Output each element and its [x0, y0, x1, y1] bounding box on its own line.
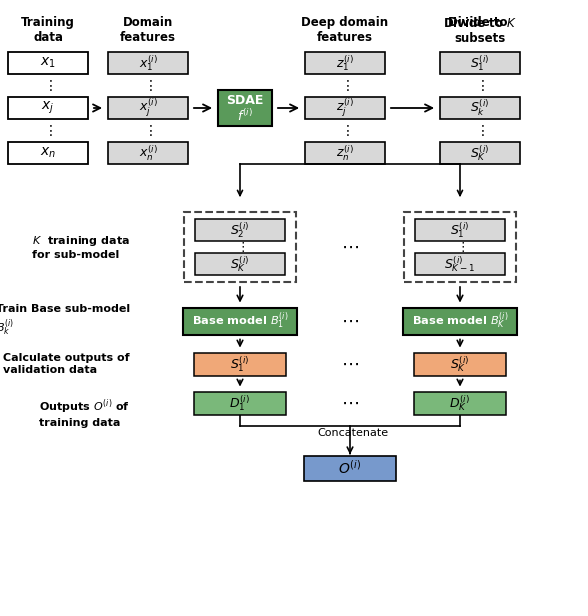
FancyBboxPatch shape: [8, 97, 88, 119]
Text: $S_k^{(i)}$: $S_k^{(i)}$: [470, 98, 490, 118]
Text: Divide to: Divide to: [448, 16, 512, 29]
Text: $\vdots$: $\vdots$: [143, 78, 153, 93]
Text: SDAE: SDAE: [226, 94, 263, 107]
Text: $x_1$: $x_1$: [40, 56, 56, 70]
FancyBboxPatch shape: [108, 97, 188, 119]
FancyBboxPatch shape: [440, 97, 520, 119]
Text: Domain
features: Domain features: [120, 16, 176, 44]
Text: Concatenate: Concatenate: [318, 428, 389, 438]
FancyBboxPatch shape: [108, 142, 188, 164]
Text: Base model $B_K^{(i)}$: Base model $B_K^{(i)}$: [412, 310, 508, 331]
FancyBboxPatch shape: [305, 97, 385, 119]
Text: $\vdots$: $\vdots$: [340, 78, 350, 93]
Text: $\vdots$: $\vdots$: [43, 78, 53, 93]
Text: $S_1^{(i)}$: $S_1^{(i)}$: [470, 53, 490, 73]
Text: $D_1^{(i)}$: $D_1^{(i)}$: [229, 393, 250, 413]
FancyBboxPatch shape: [414, 352, 506, 376]
FancyBboxPatch shape: [403, 307, 517, 334]
FancyBboxPatch shape: [440, 142, 520, 164]
Text: $D_K^{(i)}$: $D_K^{(i)}$: [449, 393, 470, 413]
Text: $x_j$: $x_j$: [41, 100, 55, 116]
Text: $\cdots$: $\cdots$: [341, 394, 359, 412]
FancyBboxPatch shape: [305, 52, 385, 74]
Text: $S_K^{(i)}$: $S_K^{(i)}$: [450, 354, 470, 374]
Text: Deep domain
features: Deep domain features: [302, 16, 389, 44]
FancyBboxPatch shape: [218, 90, 272, 126]
Text: Divide to $\mathit{K}$
subsets: Divide to $\mathit{K}$ subsets: [443, 16, 517, 45]
Text: $z_1^{(i)}$: $z_1^{(i)}$: [336, 53, 354, 73]
FancyBboxPatch shape: [440, 52, 520, 74]
Text: $z_n^{(i)}$: $z_n^{(i)}$: [336, 144, 354, 163]
Text: $\cdots$: $\cdots$: [341, 355, 359, 373]
FancyBboxPatch shape: [305, 142, 385, 164]
Text: Outputs $O^{(i)}$ of
training data: Outputs $O^{(i)}$ of training data: [39, 398, 130, 428]
Text: $\vdots$: $\vdots$: [236, 240, 245, 254]
Text: $x_1^{(i)}$: $x_1^{(i)}$: [139, 53, 158, 73]
FancyBboxPatch shape: [194, 392, 286, 415]
Text: $\cdots$: $\cdots$: [341, 312, 359, 330]
Text: $S_K^{(i)}$: $S_K^{(i)}$: [230, 254, 250, 274]
Text: $O^{(i)}$: $O^{(i)}$: [338, 459, 362, 477]
Text: $z_j^{(i)}$: $z_j^{(i)}$: [336, 97, 354, 119]
Text: $x_j^{(i)}$: $x_j^{(i)}$: [139, 97, 158, 119]
Text: $x_n^{(i)}$: $x_n^{(i)}$: [139, 144, 158, 163]
FancyBboxPatch shape: [184, 212, 296, 282]
Text: $S_2^{(i)}$: $S_2^{(i)}$: [230, 220, 250, 240]
FancyBboxPatch shape: [415, 219, 505, 241]
Text: $\vdots$: $\vdots$: [475, 78, 485, 93]
FancyBboxPatch shape: [108, 52, 188, 74]
Text: $\vdots$: $\vdots$: [143, 123, 153, 138]
Text: $x_n$: $x_n$: [40, 146, 56, 160]
Text: $\vdots$: $\vdots$: [475, 123, 485, 138]
Text: $\vdots$: $\vdots$: [43, 123, 53, 138]
Text: $\cdots$: $\cdots$: [341, 238, 359, 256]
Text: $K$  training data
for sub-model: $K$ training data for sub-model: [32, 234, 130, 260]
Text: $S_{K-1}^{(i)}$: $S_{K-1}^{(i)}$: [445, 254, 476, 274]
FancyBboxPatch shape: [183, 307, 297, 334]
FancyBboxPatch shape: [194, 352, 286, 376]
FancyBboxPatch shape: [415, 253, 505, 275]
Text: $S_1^{(i)}$: $S_1^{(i)}$: [230, 354, 250, 374]
FancyBboxPatch shape: [8, 52, 88, 74]
FancyBboxPatch shape: [8, 142, 88, 164]
Text: $S_1^{(i)}$: $S_1^{(i)}$: [450, 220, 470, 240]
Text: $\vdots$: $\vdots$: [456, 240, 465, 254]
Text: Train Base sub-model
$B_k^{(i)}$: Train Base sub-model $B_k^{(i)}$: [0, 304, 130, 338]
Text: $S_K^{(i)}$: $S_K^{(i)}$: [470, 143, 490, 163]
Text: Training
data: Training data: [21, 16, 75, 44]
Text: $\vdots$: $\vdots$: [340, 123, 350, 138]
FancyBboxPatch shape: [304, 455, 396, 480]
FancyBboxPatch shape: [404, 212, 516, 282]
Text: Base model $B_1^{(i)}$: Base model $B_1^{(i)}$: [192, 310, 288, 331]
FancyBboxPatch shape: [195, 219, 285, 241]
FancyBboxPatch shape: [195, 253, 285, 275]
Text: $f^{(i)}$: $f^{(i)}$: [237, 108, 253, 124]
FancyBboxPatch shape: [414, 392, 506, 415]
Text: Calculate outputs of
validation data: Calculate outputs of validation data: [4, 353, 130, 375]
